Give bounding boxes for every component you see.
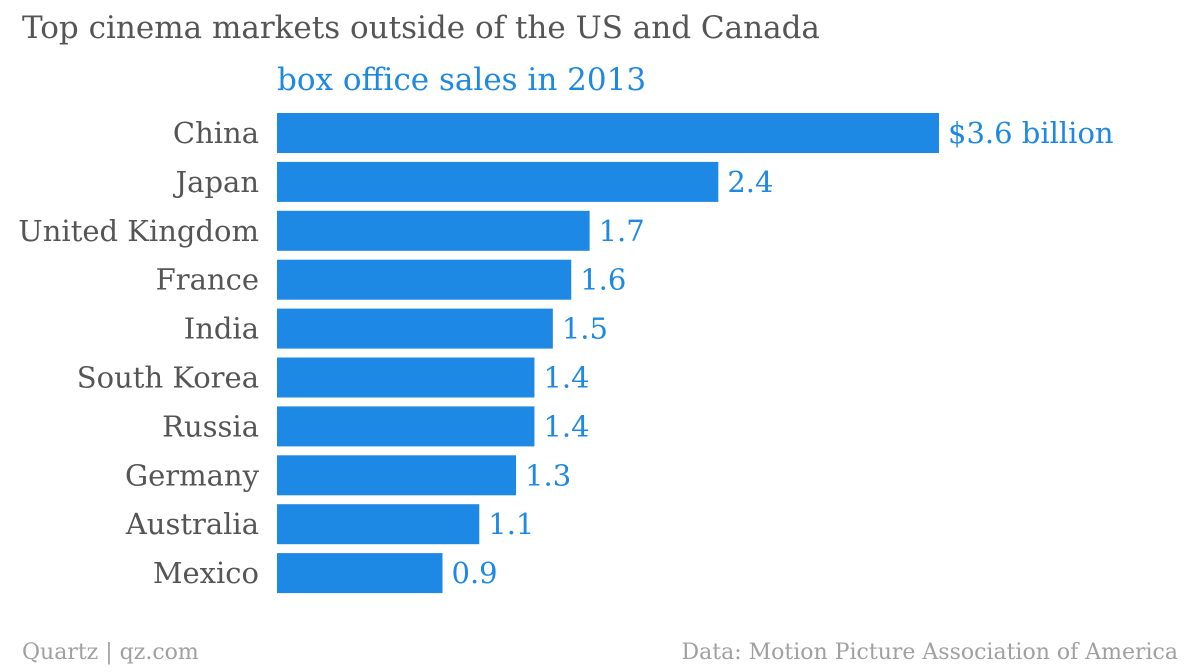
value-label: 1.4 bbox=[543, 409, 589, 443]
category-label: Germany bbox=[125, 458, 260, 492]
bar bbox=[277, 553, 443, 594]
chart-subtitle: box office sales in 2013 bbox=[277, 62, 647, 98]
bar bbox=[277, 113, 939, 153]
value-label: $3.6 billion bbox=[948, 116, 1114, 150]
bar bbox=[277, 210, 590, 251]
chart-title: Top cinema markets outside of the US and… bbox=[22, 10, 820, 46]
category-label: United Kingdom bbox=[18, 214, 259, 248]
category-label: China bbox=[173, 116, 259, 150]
bar bbox=[277, 259, 572, 300]
bar bbox=[277, 161, 719, 202]
bar bbox=[277, 308, 553, 349]
value-label: 1.1 bbox=[488, 507, 534, 541]
bar bbox=[277, 504, 480, 545]
bar bbox=[277, 357, 535, 398]
value-label: 1.4 bbox=[543, 361, 589, 395]
value-label: 1.6 bbox=[580, 263, 626, 297]
category-label: France bbox=[156, 263, 259, 297]
category-label: India bbox=[184, 312, 259, 346]
category-label: Mexico bbox=[153, 556, 259, 590]
footer-source: Data: Motion Picture Association of Amer… bbox=[681, 640, 1178, 665]
bar bbox=[277, 455, 517, 496]
category-label: Japan bbox=[173, 165, 259, 199]
category-label: Russia bbox=[162, 409, 259, 443]
bar bbox=[277, 406, 535, 447]
value-label: 1.5 bbox=[562, 312, 608, 346]
category-label: Australia bbox=[125, 507, 259, 541]
value-label: 2.4 bbox=[727, 165, 773, 199]
category-label: South Korea bbox=[77, 361, 259, 395]
value-label: 1.3 bbox=[525, 458, 571, 492]
value-label: 1.7 bbox=[599, 214, 645, 248]
footer-credit: Quartz | qz.com bbox=[22, 640, 199, 665]
value-label: 0.9 bbox=[452, 556, 498, 590]
